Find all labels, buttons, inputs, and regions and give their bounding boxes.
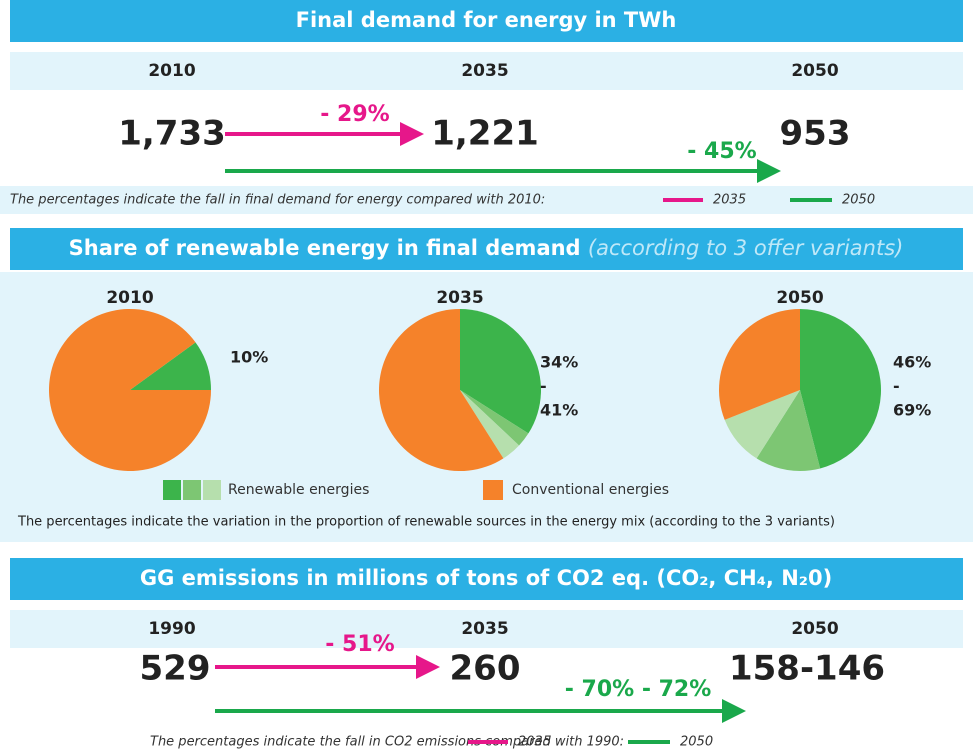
header-bar bbox=[10, 558, 963, 600]
note: The percentages indicate the fall in fin… bbox=[10, 193, 545, 208]
year: 2010 bbox=[148, 61, 195, 81]
pie-slice bbox=[379, 309, 504, 471]
legend-label: 2035 bbox=[518, 735, 551, 750]
year-band bbox=[10, 610, 963, 648]
pie-label: - bbox=[893, 377, 900, 396]
value: 1,733 bbox=[118, 114, 226, 154]
change-label: - 51% bbox=[325, 632, 394, 657]
title: Share of renewable energy in final deman… bbox=[69, 236, 581, 260]
pie-slice bbox=[460, 390, 520, 459]
pie-slice bbox=[130, 342, 211, 390]
pie-label: - bbox=[540, 377, 547, 396]
pie-slice bbox=[724, 390, 800, 459]
section-title: Share of renewable energy in final deman… bbox=[69, 236, 904, 260]
legend-swatch bbox=[183, 480, 201, 500]
change-label: - 70% - 72% bbox=[565, 677, 712, 702]
year: 2035 bbox=[461, 619, 508, 639]
pie-slice bbox=[48, 309, 212, 472]
year: 2035 bbox=[461, 61, 508, 81]
legend-swatch bbox=[203, 480, 221, 500]
pie-slice bbox=[756, 390, 821, 472]
pie-label: 41% bbox=[540, 401, 578, 420]
header-bar bbox=[10, 228, 963, 270]
year: 2050 bbox=[791, 61, 838, 81]
legend-label: Renewable energies bbox=[228, 482, 369, 498]
value: 158-146 bbox=[729, 649, 885, 689]
legend-label: 2050 bbox=[842, 193, 875, 208]
section-title: GG emissions in millions of tons of CO2 … bbox=[140, 566, 832, 590]
legend-label: 2035 bbox=[713, 193, 746, 208]
pie-label: 10% bbox=[230, 348, 268, 367]
pie-slice bbox=[460, 309, 541, 434]
note: The percentages indicate the variation i… bbox=[17, 515, 835, 530]
note: The percentages indicate the fall in CO2… bbox=[150, 735, 624, 750]
pie-slice bbox=[719, 309, 801, 420]
year: 2050 bbox=[791, 619, 838, 639]
pie-label: 46% bbox=[893, 353, 931, 372]
year: 1990 bbox=[148, 619, 195, 639]
value: 953 bbox=[780, 114, 851, 154]
pie-label: 69% bbox=[893, 401, 931, 420]
change-label: - 29% bbox=[320, 102, 389, 127]
pie-label: 34% bbox=[540, 353, 578, 372]
value: 529 bbox=[140, 649, 211, 689]
subtitle: (according to 3 offer variants) bbox=[588, 236, 903, 260]
year-band bbox=[10, 52, 963, 90]
section-title: Final demand for energy in TWh bbox=[296, 8, 677, 32]
pie-year: 2050 bbox=[776, 288, 823, 308]
pie-slice bbox=[800, 309, 882, 469]
legend-swatch bbox=[483, 480, 503, 500]
legend-label: Conventional energies bbox=[512, 482, 669, 498]
pie-slice bbox=[460, 390, 529, 446]
header-bar bbox=[10, 0, 963, 42]
legend-swatch bbox=[163, 480, 181, 500]
value: 260 bbox=[450, 649, 521, 689]
pie-year: 2035 bbox=[436, 288, 483, 308]
pies: 2010 10% 2035 34% - 41% 2050 46% - 69% bbox=[48, 288, 931, 472]
legend-label: 2050 bbox=[680, 735, 713, 750]
value: 1,221 bbox=[431, 114, 539, 154]
pie-year: 2010 bbox=[106, 288, 153, 308]
change-label: - 45% bbox=[687, 139, 756, 164]
